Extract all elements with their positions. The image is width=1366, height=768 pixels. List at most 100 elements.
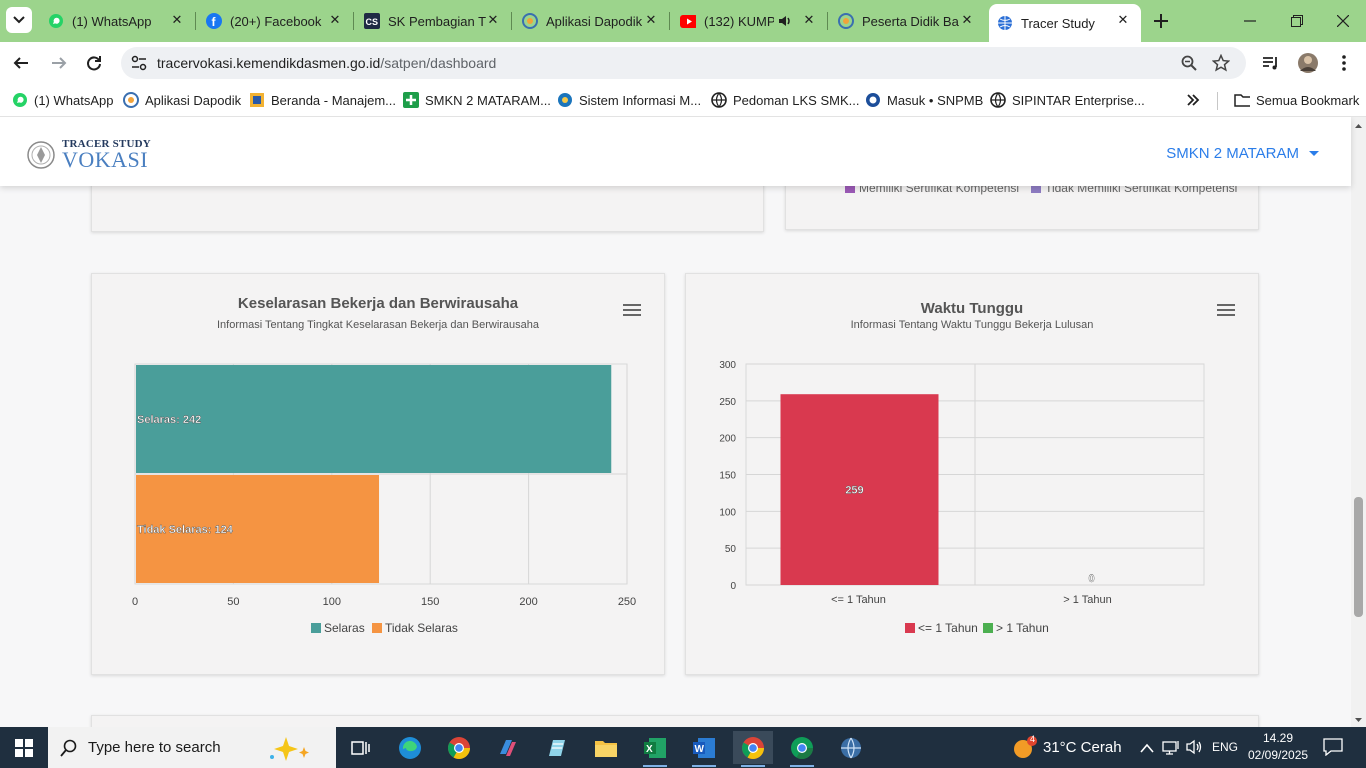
legend-swatch [905, 623, 915, 633]
tab-youtube[interactable]: (132) KUMPU ✕ [672, 4, 827, 38]
bookmark-beranda[interactable]: Beranda - Manajem... [249, 91, 396, 109]
bookmark-aplikasi-dapodik[interactable]: Aplikasi Dapodik [123, 91, 241, 109]
tab-whatsapp[interactable]: (1) WhatsApp ✕ [40, 4, 195, 38]
legend-label: Tidak Selaras [385, 621, 458, 635]
url-host: tracervokasi.kemendikdasmen.go.id [157, 55, 381, 71]
chevron-up-icon[interactable] [1140, 740, 1154, 758]
legend-label: > 1 Tahun [996, 621, 1049, 635]
reload-button[interactable] [81, 50, 107, 76]
avatar-icon [1298, 53, 1318, 73]
language-indicator[interactable]: ENG [1212, 740, 1239, 754]
taskbar-chrome[interactable] [439, 731, 479, 764]
scroll-up-icon[interactable] [1351, 121, 1366, 131]
restore-button[interactable] [1284, 8, 1310, 34]
bar [136, 365, 612, 473]
taskbar-file-explorer[interactable] [586, 731, 626, 764]
taskbar-edge[interactable] [390, 731, 430, 764]
x-tick-label: 50 [227, 596, 239, 608]
bookmark-pedoman-lks[interactable]: Pedoman LKS SMK... [711, 91, 859, 109]
tab-tracer-study[interactable]: Tracer Study ✕ [989, 4, 1141, 42]
close-icon[interactable]: ✕ [803, 12, 815, 27]
clock-date[interactable]: 02/09/2025 [1248, 748, 1309, 762]
close-icon[interactable]: ✕ [487, 12, 499, 27]
notes-icon [549, 739, 565, 756]
chart-keselarasan-svg: 0 50 100 150 200 250 Selaras: 242 Tidak Selaras… [132, 363, 636, 635]
close-icon[interactable]: ✕ [171, 12, 183, 27]
double-chevron-right-icon [1187, 94, 1200, 106]
bookmark-whatsapp[interactable]: (1) WhatsApp [12, 91, 113, 109]
svg-text:CS: CS [366, 17, 379, 27]
svg-text:W: W [695, 744, 705, 755]
start-button[interactable] [0, 727, 48, 768]
taskbar-word[interactable]: W [684, 731, 724, 767]
new-tab-button[interactable] [1148, 8, 1174, 34]
x-tick-label: 250 [618, 596, 636, 608]
close-icon[interactable]: ✕ [961, 12, 973, 27]
profile-avatar[interactable] [1295, 50, 1321, 76]
scroll-down-icon[interactable] [1351, 715, 1366, 725]
more-bookmarks-button[interactable] [1186, 91, 1200, 109]
weather-text[interactable]: 31°C Cerah [1043, 739, 1122, 756]
back-button[interactable] [8, 50, 34, 76]
tab-search-button[interactable] [6, 7, 32, 33]
page-viewport: Memiliki Sertifikat Kompetensi Tidak Mem… [0, 117, 1366, 727]
chart-menu-button[interactable] [623, 304, 641, 318]
chart-menu-button[interactable] [1217, 304, 1235, 318]
taskbar-search[interactable]: Type here to search [48, 727, 336, 768]
media-control-button[interactable] [1258, 50, 1284, 76]
clock-time[interactable]: 14.29 [1262, 731, 1294, 745]
bookmark-label: Pedoman LKS SMK... [733, 92, 860, 108]
page-scrollbar[interactable] [1351, 117, 1366, 727]
tracer-study-logo[interactable]: TRACER STUDY VOKASI [26, 139, 151, 171]
chart-title: Waktu Tunggu [920, 300, 1024, 317]
bookmark-label: Aplikasi Dapodik [145, 92, 242, 108]
logo-top-text: TRACER STUDY [62, 138, 151, 150]
network-icon[interactable] [1162, 739, 1180, 760]
globe-icon [997, 15, 1013, 31]
tab-peserta-didik[interactable]: Peserta Didik Ba ✕ [830, 4, 985, 38]
tab-sk-pembagian[interactable]: CS SK Pembagian T ✕ [356, 4, 511, 38]
site-info-icon[interactable] [131, 55, 147, 76]
logo-bottom-text: VOKASI [62, 147, 149, 172]
close-icon[interactable]: ✕ [645, 12, 657, 27]
close-icon[interactable]: ✕ [329, 12, 341, 27]
school-dropdown[interactable]: SMKN 2 MATARAM [1166, 145, 1319, 162]
task-view-button[interactable] [341, 731, 381, 764]
legend-swatch [983, 623, 993, 633]
star-icon[interactable] [1211, 53, 1231, 73]
whatsapp-icon [48, 13, 64, 29]
url-text[interactable]: tracervokasi.kemendikdasmen.go.id/satpen… [157, 55, 496, 71]
weather-icon[interactable]: 4 [1012, 734, 1038, 765]
taskbar-excel[interactable]: X [635, 731, 675, 767]
scrollbar-thumb[interactable] [1354, 497, 1363, 617]
copilot-icon [500, 739, 516, 756]
browser-menu-button[interactable] [1331, 50, 1357, 76]
speaker-icon[interactable] [777, 13, 793, 32]
tab-facebook[interactable]: f (20+) Facebook ✕ [198, 4, 353, 38]
taskbar-app-notes[interactable] [537, 731, 577, 764]
bookmark-snpmb[interactable]: Masuk • SNPMB [865, 91, 983, 109]
taskbar-copilot[interactable] [488, 731, 528, 764]
all-bookmarks-button[interactable]: Semua Bookmark [1234, 91, 1359, 109]
address-bar[interactable]: tracervokasi.kemendikdasmen.go.id/satpen… [121, 47, 1246, 79]
youtube-icon [680, 13, 696, 29]
bookmark-smkn2[interactable]: SMKN 2 MATARAM... [403, 91, 551, 109]
taskbar-chrome-second[interactable] [782, 731, 822, 767]
search-icon [60, 739, 77, 757]
forward-button[interactable] [46, 50, 72, 76]
zoom-icon[interactable] [1179, 53, 1199, 73]
bookmark-label: Semua Bookmark [1256, 92, 1360, 108]
taskbar-network-app[interactable] [831, 731, 871, 764]
minimize-button[interactable] [1237, 8, 1263, 34]
bookmark-sistem-informasi[interactable]: Sistem Informasi M... [557, 91, 701, 109]
bookmark-sipintar[interactable]: SIPINTAR Enterprise... [990, 91, 1145, 109]
close-window-button[interactable] [1330, 8, 1356, 34]
volume-icon[interactable] [1186, 739, 1204, 760]
caret-down-icon [1309, 151, 1319, 156]
notification-icon[interactable] [1323, 738, 1343, 761]
data-label: Selaras: 242 [137, 414, 201, 426]
tab-aplikasi-dapodik[interactable]: Aplikasi Dapodik ✕ [514, 4, 669, 38]
taskbar-chrome-profile[interactable] [733, 731, 773, 767]
close-icon[interactable]: ✕ [1117, 12, 1129, 27]
bookmark-label: Beranda - Manajem... [271, 92, 397, 108]
